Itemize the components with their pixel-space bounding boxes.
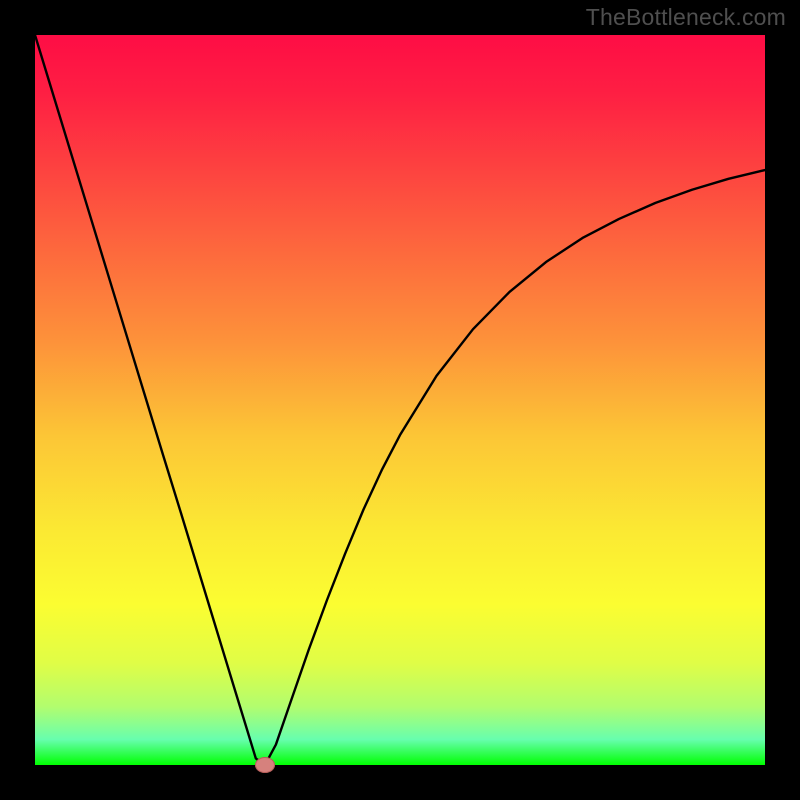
chart-curve-svg: [35, 35, 765, 765]
watermark-text: TheBottleneck.com: [586, 4, 786, 31]
bottleneck-curve: [35, 35, 765, 765]
bottleneck-chart: [35, 35, 765, 765]
optimum-marker: [255, 757, 275, 773]
